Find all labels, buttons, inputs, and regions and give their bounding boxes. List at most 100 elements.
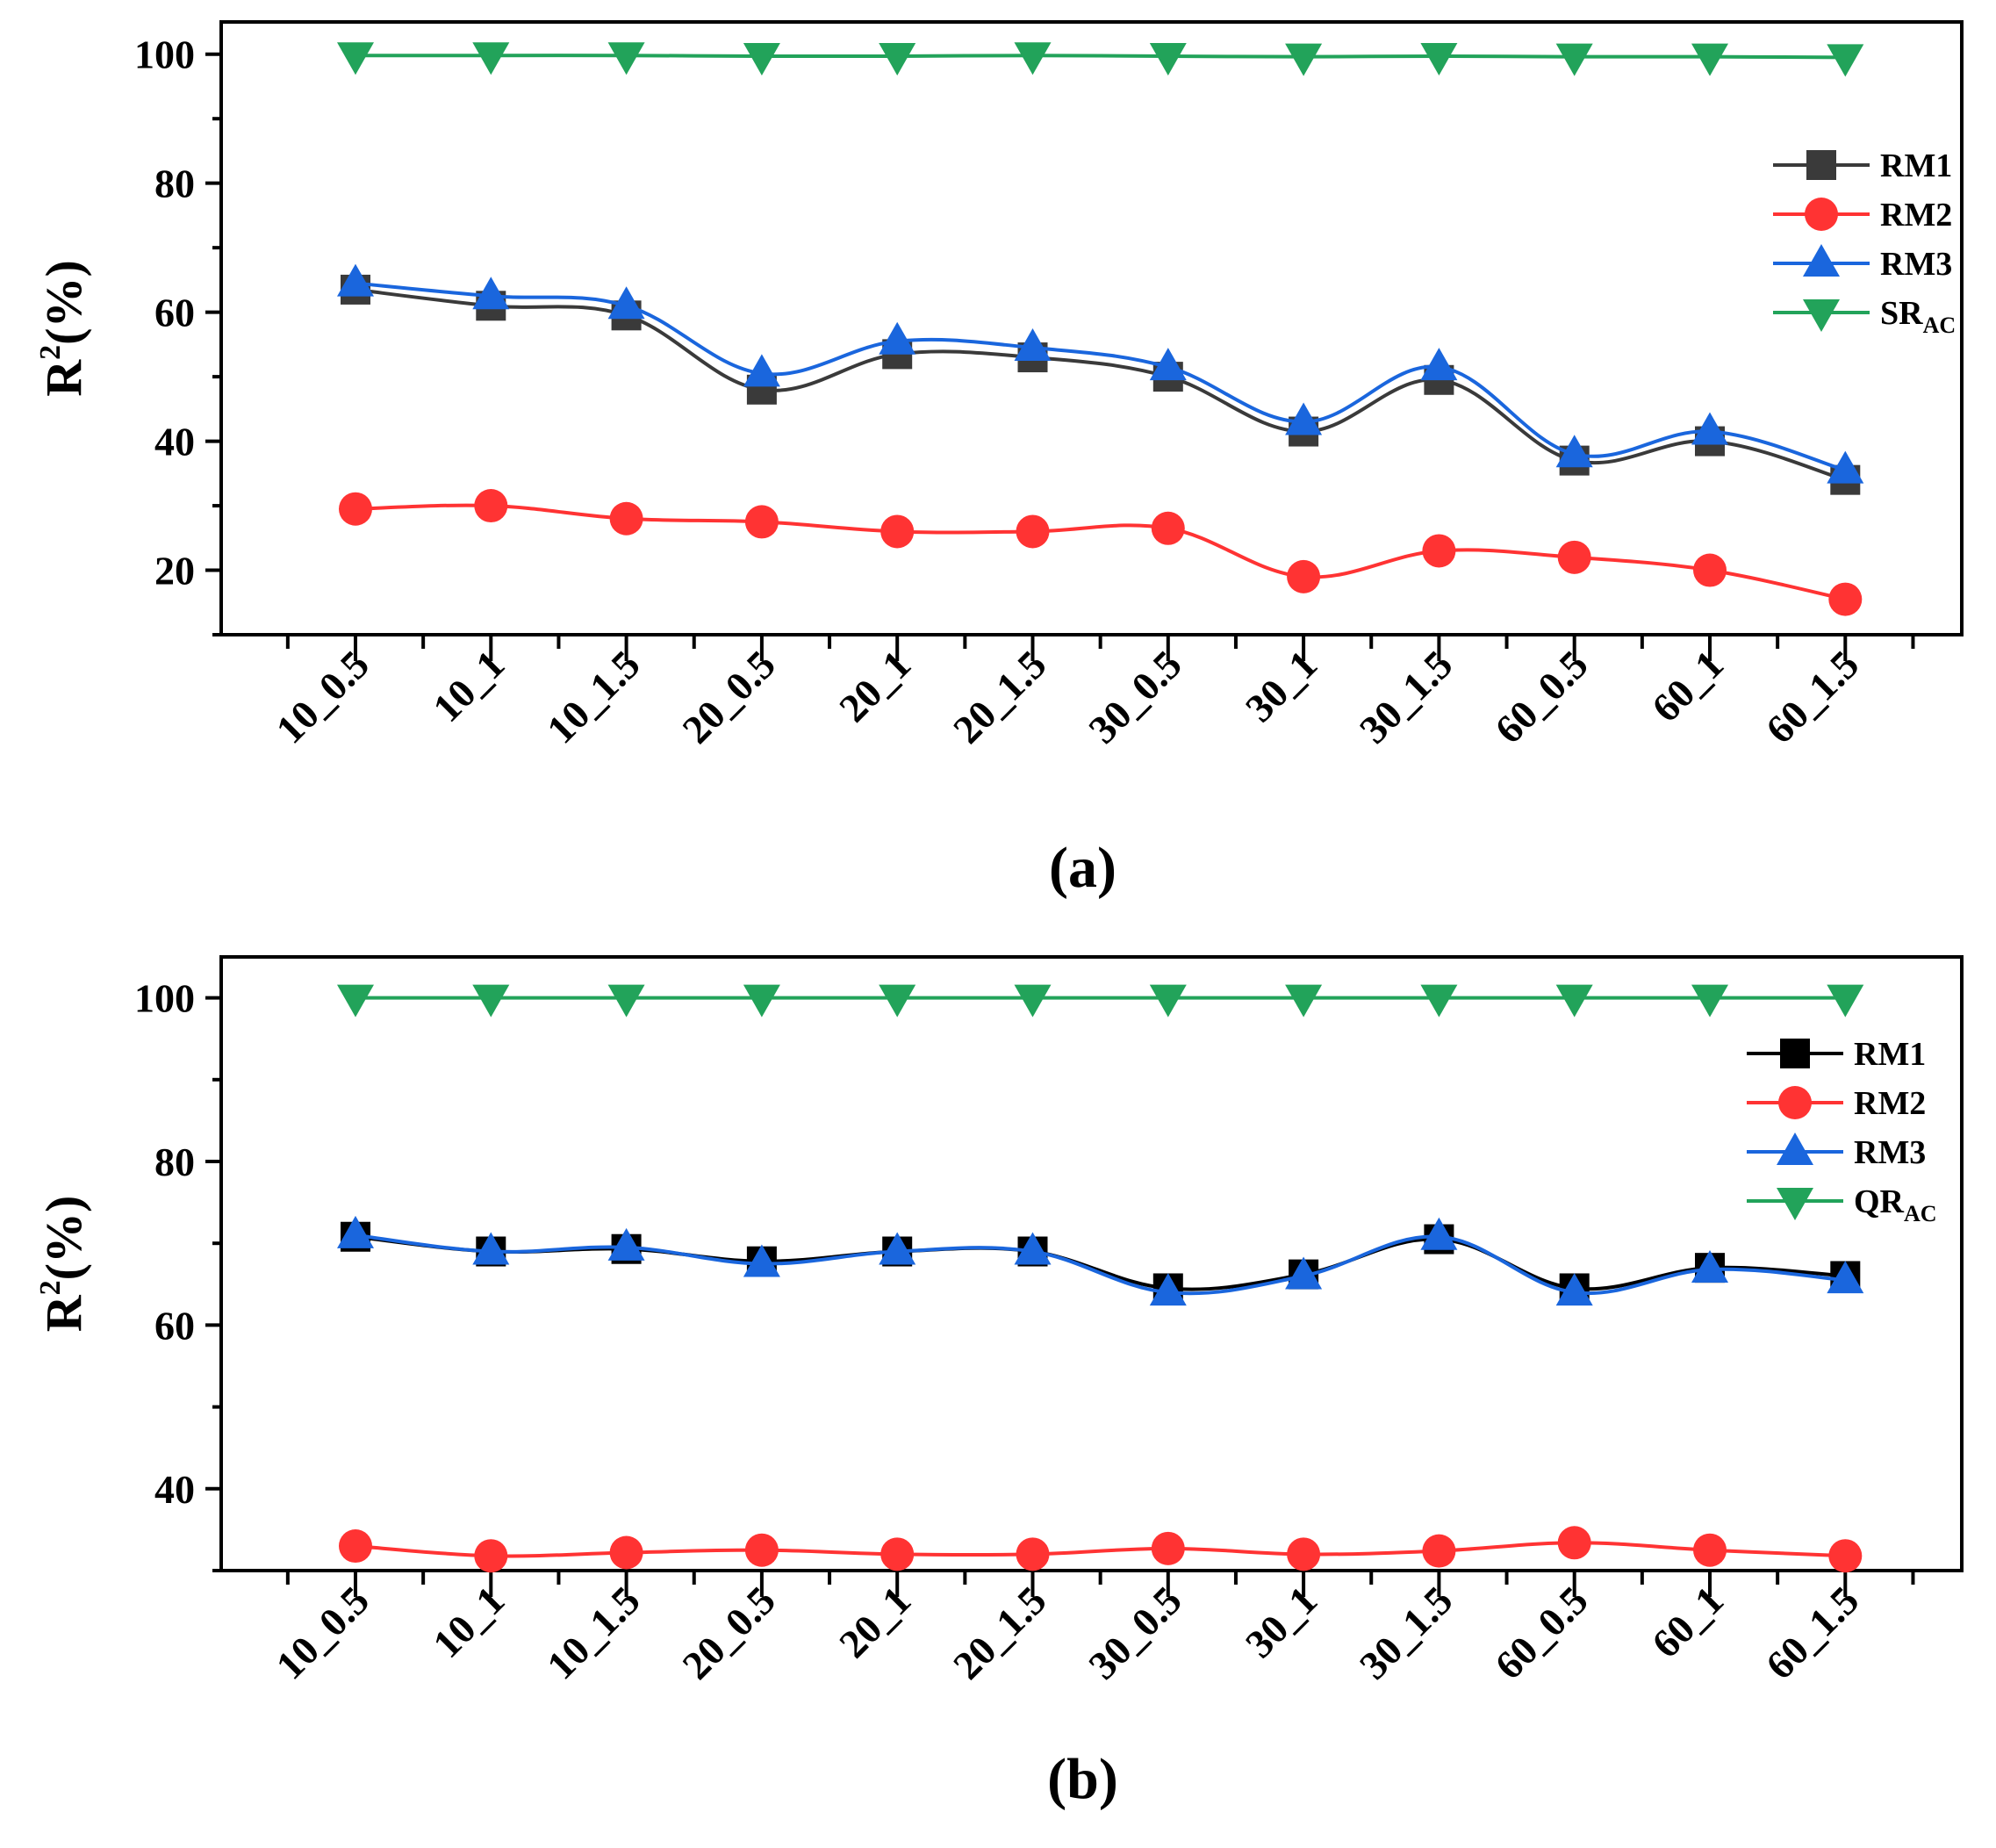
data-point: [1149, 984, 1187, 1017]
data-point: [609, 501, 643, 536]
data-point: [472, 277, 510, 310]
series-rm1: [341, 274, 1861, 495]
x-tick-label: 10_0.5: [268, 642, 378, 752]
data-point: [743, 354, 780, 387]
data-point: [880, 1537, 915, 1571]
data-point: [1691, 412, 1728, 445]
data-point: [607, 42, 645, 76]
data-point: [1422, 1534, 1456, 1568]
x-tick-label: 30_1.5: [1351, 642, 1461, 752]
data-point: [1691, 984, 1728, 1017]
x-tick-label: 30_1: [1237, 642, 1325, 730]
series-line: [355, 1233, 1846, 1296]
x-tick-label: 30_1.5: [1351, 1578, 1461, 1688]
x-tick-label: 20_0.5: [673, 642, 784, 752]
data-point: [1151, 511, 1185, 545]
series-rm1: [341, 1221, 1861, 1304]
data-point: [474, 489, 508, 523]
data-point: [1422, 534, 1456, 568]
data-point: [1016, 514, 1050, 549]
data-point: [1827, 1261, 1864, 1294]
series-line: [355, 281, 1846, 472]
data-point: [1420, 42, 1458, 76]
data-point: [607, 984, 645, 1017]
x-tick-label: 60_1.5: [1757, 642, 1868, 752]
data-point: [472, 1232, 510, 1265]
y-tick-label: 60: [154, 291, 195, 335]
series-line: [355, 1234, 1846, 1291]
series-qr-ac: [337, 984, 1864, 1017]
data-point: [472, 42, 510, 76]
data-point: [339, 1529, 372, 1564]
y-axis-label: R2(%): [34, 260, 92, 397]
legend-label: RM3: [1854, 1134, 1926, 1171]
series-rm2: [339, 1526, 1863, 1573]
legend-marker: [1777, 1133, 1813, 1165]
legend-label: QRAC: [1854, 1183, 1937, 1226]
data-point: [743, 42, 780, 76]
data-point: [744, 505, 779, 539]
chart-panel-b: 40 60 80 100 R2(%) 10_0.5 10_1 10_1.5 20_0.5 20_1…: [34, 955, 1964, 1811]
panel-label: (b): [1047, 1747, 1118, 1811]
legend-label: RM1: [1854, 1036, 1926, 1073]
data-point: [1420, 1217, 1458, 1250]
legend-label: RM1: [1880, 147, 1952, 184]
legend-label: RM2: [1880, 197, 1952, 234]
data-point: [1420, 348, 1458, 381]
y-tick-label: 40: [154, 420, 195, 464]
series-line: [355, 1541, 1846, 1558]
series-sr-ac: [337, 42, 1864, 77]
data-point: [1420, 984, 1458, 1017]
data-point: [607, 286, 645, 320]
x-tick-label: 60_1: [1643, 1578, 1732, 1666]
plot-frame: [219, 955, 1964, 1572]
data-point: [1149, 42, 1187, 76]
data-point: [879, 1232, 916, 1265]
data-point: [1555, 435, 1593, 468]
data-point: [1557, 1526, 1591, 1560]
x-tick-label: 60_1.5: [1757, 1578, 1868, 1688]
x-tick-label: 10_1: [424, 642, 513, 730]
data-point: [337, 984, 374, 1017]
panel-label: (a): [1049, 836, 1116, 900]
legend-marker: [1803, 244, 1840, 277]
data-point: [744, 1533, 779, 1567]
data-point: [1014, 328, 1052, 362]
y-tick-label: 60: [154, 1303, 195, 1348]
x-tick-label: 10_0.5: [268, 1578, 378, 1688]
data-point: [879, 42, 916, 76]
data-point: [1691, 43, 1728, 76]
data-point: [1285, 984, 1323, 1017]
data-point: [743, 1244, 780, 1277]
data-point: [1827, 984, 1864, 1017]
x-tick-label: 60_0.5: [1486, 642, 1597, 752]
data-point: [879, 321, 916, 355]
y-tick-label: 100: [134, 976, 195, 1021]
series-line: [355, 503, 1846, 601]
x-tick-label: 20_1.5: [944, 1578, 1055, 1688]
data-point: [1149, 348, 1187, 381]
data-point: [1555, 1273, 1593, 1306]
legend: RM1 RM2 RM3 SRAC: [1773, 147, 1956, 338]
data-point: [1827, 450, 1864, 484]
x-tick-label: 30_0.5: [1080, 1578, 1190, 1688]
data-point: [1151, 1531, 1185, 1565]
data-point: [1285, 1256, 1323, 1290]
legend-marker: [1778, 1086, 1812, 1119]
data-point: [609, 1535, 643, 1570]
series-rm3: [337, 263, 1864, 484]
data-point: [743, 984, 780, 1017]
data-point: [1014, 42, 1052, 76]
series-rm3: [337, 1215, 1864, 1306]
legend-marker: [1780, 1039, 1810, 1068]
data-point: [1287, 1537, 1321, 1571]
data-point: [1828, 582, 1863, 616]
data-point: [337, 263, 374, 297]
data-point: [1693, 1533, 1727, 1567]
data-point: [1014, 984, 1052, 1017]
legend-marker: [1803, 299, 1840, 332]
x-tick-label: 30_0.5: [1080, 642, 1190, 752]
x-tick-label: 10_1: [424, 1578, 513, 1666]
data-point: [474, 1539, 508, 1573]
